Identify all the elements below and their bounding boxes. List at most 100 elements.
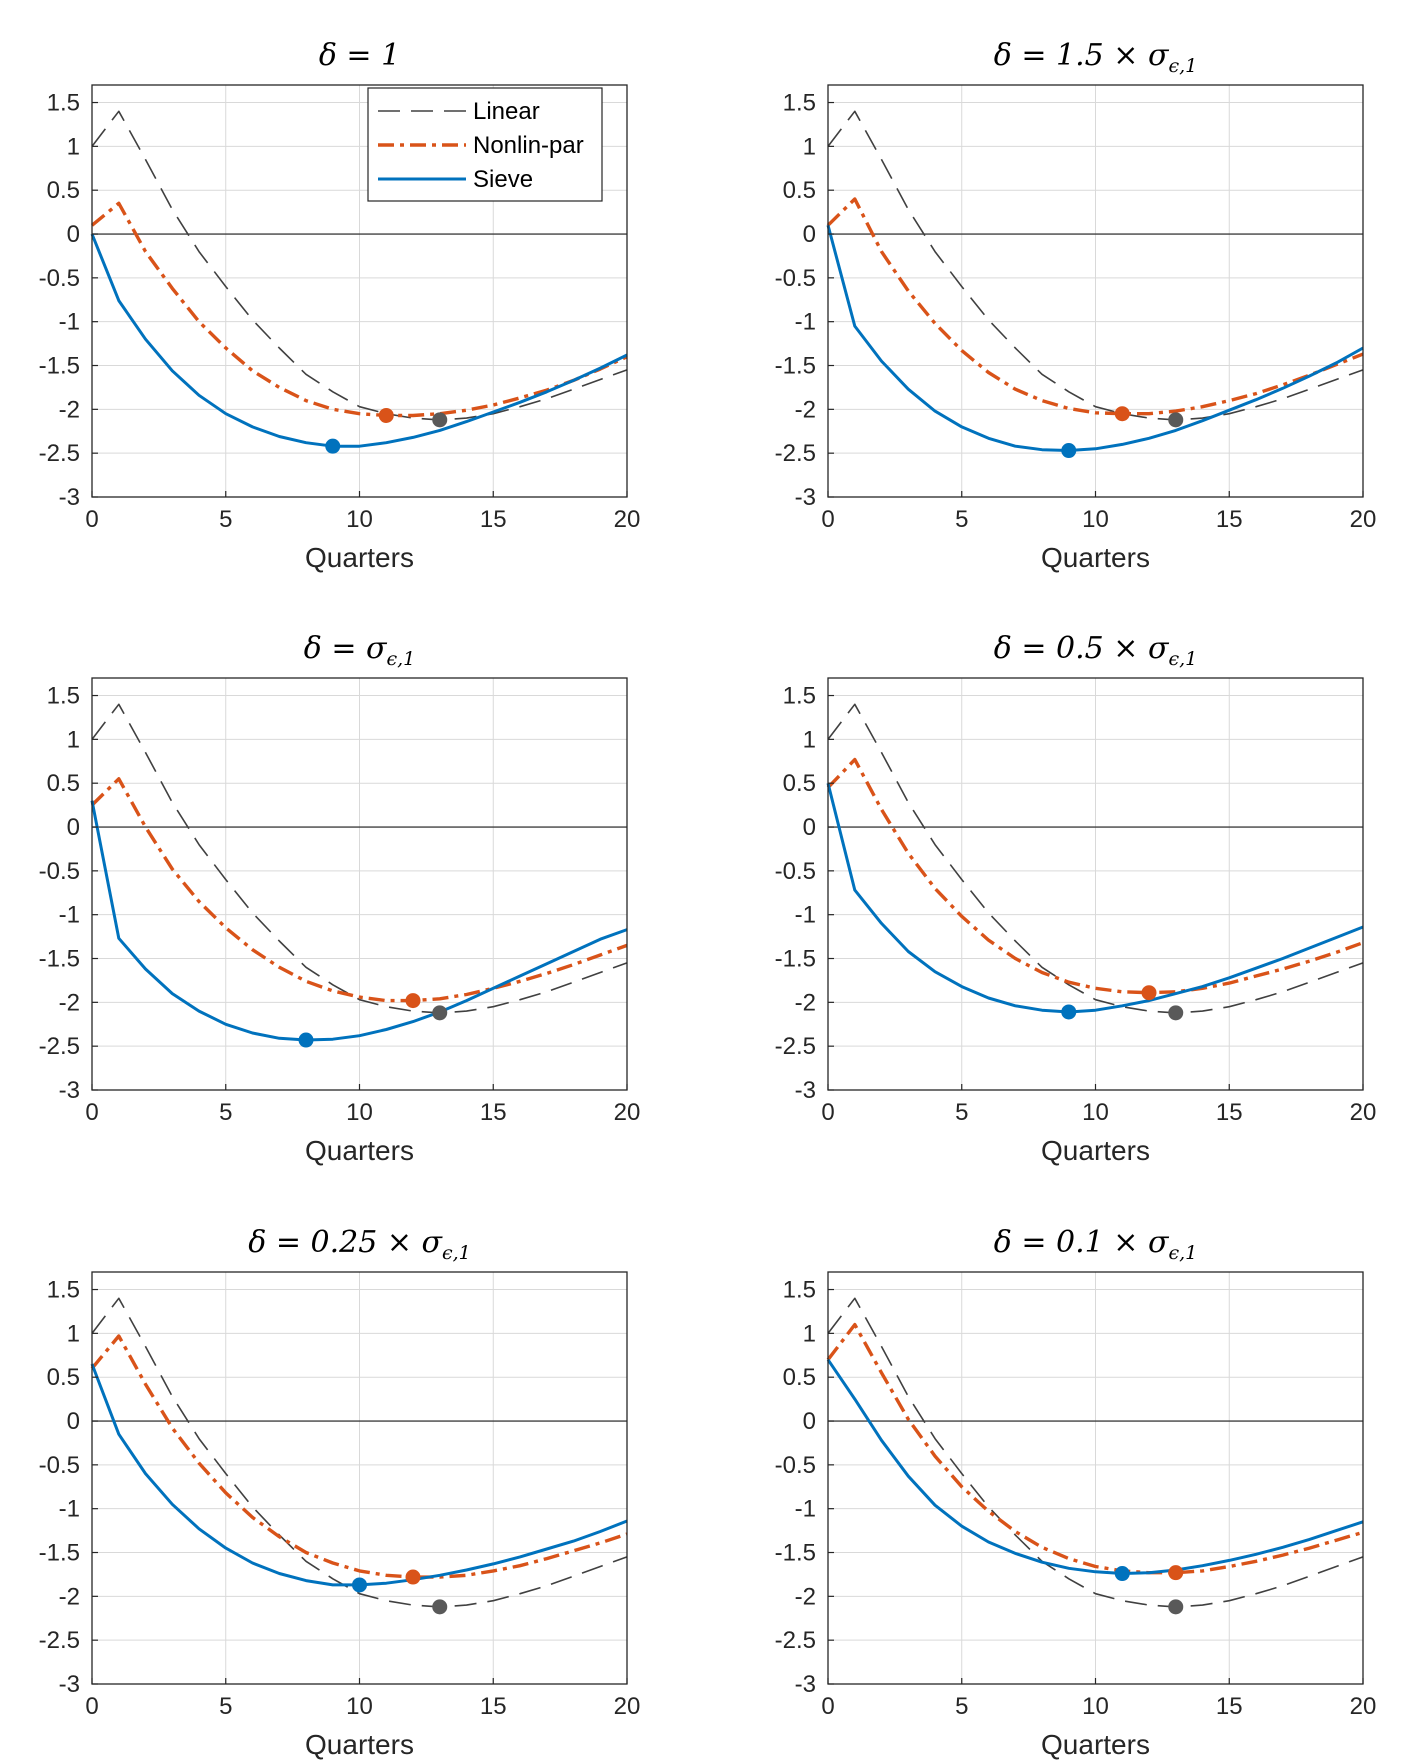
- y-tick-label: -1.5: [775, 1540, 816, 1567]
- y-tick-label: 0: [67, 814, 80, 841]
- minimum-marker-nonlin: [405, 993, 421, 1009]
- series-line-nonlin: [90, 777, 628, 1003]
- y-tick-label: -1.5: [39, 946, 80, 973]
- x-tick-label: 10: [1082, 1099, 1109, 1126]
- x-tick-label: 5: [955, 506, 968, 533]
- x-tick-label: 20: [1350, 506, 1377, 533]
- series-line-sieve: [90, 800, 628, 1042]
- x-tick-label: 0: [85, 1099, 98, 1126]
- panel-title-main: δ = 1: [319, 38, 400, 73]
- panel-title-subscript: ϵ,1: [1168, 55, 1197, 77]
- x-tick-label: 0: [821, 506, 834, 533]
- minimum-marker-sieve: [1114, 1566, 1130, 1582]
- y-tick-label: -1.5: [775, 353, 816, 380]
- y-tick-label: -1: [59, 902, 80, 929]
- series-line-nonlin: [826, 1322, 1364, 1575]
- panel-5: 0 5 10 15 20 1.5 1 0.5 0 -0.5 -1 -1.5 -2 -2.5 -3 Quarte…: [39, 1225, 641, 1760]
- y-tick-label: 0: [803, 1408, 816, 1435]
- y-tick-label: -0.5: [39, 1452, 80, 1479]
- y-tick-label: -3: [59, 1671, 80, 1698]
- x-tick-label: 5: [219, 1099, 232, 1126]
- x-tick-label: 15: [1216, 506, 1243, 533]
- x-tick-label: 20: [1350, 1693, 1377, 1720]
- y-tick-label: -2.5: [775, 1033, 816, 1060]
- panel-1: 0 5 10 15 20 1.5 1 0.5 0 -0.5 -1 -1.5 -2 -2.5 -3 Quarte…: [39, 38, 641, 573]
- panel-title: δ = 1: [319, 38, 400, 73]
- minimum-marker-nonlin: [405, 1569, 421, 1585]
- y-tick-label: -0.5: [39, 858, 80, 885]
- panel-title-subscript: ϵ,1: [386, 648, 415, 670]
- x-tick-label: 20: [614, 1099, 641, 1126]
- x-tick-label: 10: [346, 1099, 373, 1126]
- minimum-marker-sieve: [1061, 443, 1077, 459]
- y-tick-label: -2.5: [39, 1033, 80, 1060]
- panel-2: 0 5 10 15 20 1.5 1 0.5 0 -0.5 -1 -1.5 -2 -2.5 -3 Quarte…: [775, 38, 1377, 573]
- y-tick-label: -3: [795, 1671, 816, 1698]
- legend-box: [367, 87, 603, 202]
- panel-title-main: δ = 0.1 × σ: [994, 1225, 1170, 1260]
- x-tick-label: 0: [821, 1693, 834, 1720]
- panel-title-main: δ = 0.5 × σ: [994, 631, 1170, 666]
- y-tick-label: -0.5: [39, 265, 80, 292]
- minimum-marker-nonlin: [378, 407, 394, 423]
- x-tick-label: 10: [1082, 1693, 1109, 1720]
- series-line-sieve: [826, 224, 1364, 452]
- x-tick-label: 5: [955, 1693, 968, 1720]
- series-line-nonlin: [90, 201, 628, 418]
- series-line-nonlin: [826, 197, 1364, 416]
- y-tick-label: -2.5: [39, 440, 80, 467]
- minimum-marker-linear: [432, 412, 448, 428]
- y-tick-label: 0.5: [783, 770, 816, 797]
- y-tick-label: -1: [795, 309, 816, 336]
- panel-title-main: δ = σ: [304, 631, 388, 666]
- x-tick-label: 10: [1082, 506, 1109, 533]
- x-axis-label: Quarters: [305, 1135, 414, 1166]
- series-line-nonlin: [90, 1334, 628, 1579]
- y-tick-label: -1.5: [39, 1540, 80, 1567]
- y-tick-label: -2.5: [39, 1627, 80, 1654]
- y-tick-label: 0.5: [783, 1364, 816, 1391]
- legend: Linear Nonlin-par Sieve: [367, 87, 603, 202]
- y-tick-label: 0: [67, 1408, 80, 1435]
- y-tick-label: -1.5: [39, 353, 80, 380]
- y-tick-label: 0.5: [47, 770, 80, 797]
- x-axis-label: Quarters: [1041, 1729, 1150, 1760]
- minimum-marker-sieve: [325, 438, 341, 454]
- minimum-marker-linear: [1168, 1599, 1184, 1615]
- x-tick-label: 5: [219, 506, 232, 533]
- y-tick-label: -1: [59, 1496, 80, 1523]
- panel-6: 0 5 10 15 20 1.5 1 0.5 0 -0.5 -1 -1.5 -2 -2.5 -3 Quarte…: [775, 1225, 1377, 1760]
- x-tick-label: 0: [85, 1693, 98, 1720]
- y-tick-label: 1: [803, 1320, 816, 1347]
- series-line-nonlin: [826, 757, 1364, 995]
- y-tick-label: -3: [795, 484, 816, 511]
- series-line-linear: [827, 703, 1364, 1014]
- panel-title-main: δ = 0.25 × σ: [248, 1225, 443, 1260]
- series-line-sieve: [826, 782, 1364, 1014]
- series-line-linear: [91, 1297, 628, 1608]
- y-tick-label: -2: [795, 989, 816, 1016]
- minimum-marker-nonlin: [1168, 1565, 1184, 1581]
- minimum-marker-linear: [1168, 1005, 1184, 1021]
- y-tick-label: -1.5: [775, 946, 816, 973]
- panel-title-main: δ = 1.5 × σ: [994, 38, 1170, 73]
- y-tick-label: 1: [803, 726, 816, 753]
- x-tick-label: 15: [480, 1693, 507, 1720]
- x-tick-label: 15: [1216, 1099, 1243, 1126]
- series-line-linear: [91, 703, 628, 1014]
- panel-title: δ = 0.1 × σϵ,1: [994, 1225, 1197, 1264]
- panel-title-subscript: ϵ,1: [1168, 1242, 1197, 1264]
- legend-label-sieve: Sieve: [473, 166, 533, 193]
- y-tick-label: -0.5: [775, 265, 816, 292]
- panel-title: δ = σϵ,1: [304, 631, 416, 670]
- x-tick-label: 15: [1216, 1693, 1243, 1720]
- series-line-sieve: [826, 1358, 1364, 1575]
- y-tick-label: -2: [795, 1583, 816, 1610]
- y-tick-label: 1: [803, 133, 816, 160]
- x-tick-label: 5: [219, 1693, 232, 1720]
- y-tick-label: -1: [795, 902, 816, 929]
- y-tick-label: 1.5: [783, 683, 816, 710]
- y-tick-label: 0.5: [783, 177, 816, 204]
- y-tick-label: 1.5: [47, 1277, 80, 1304]
